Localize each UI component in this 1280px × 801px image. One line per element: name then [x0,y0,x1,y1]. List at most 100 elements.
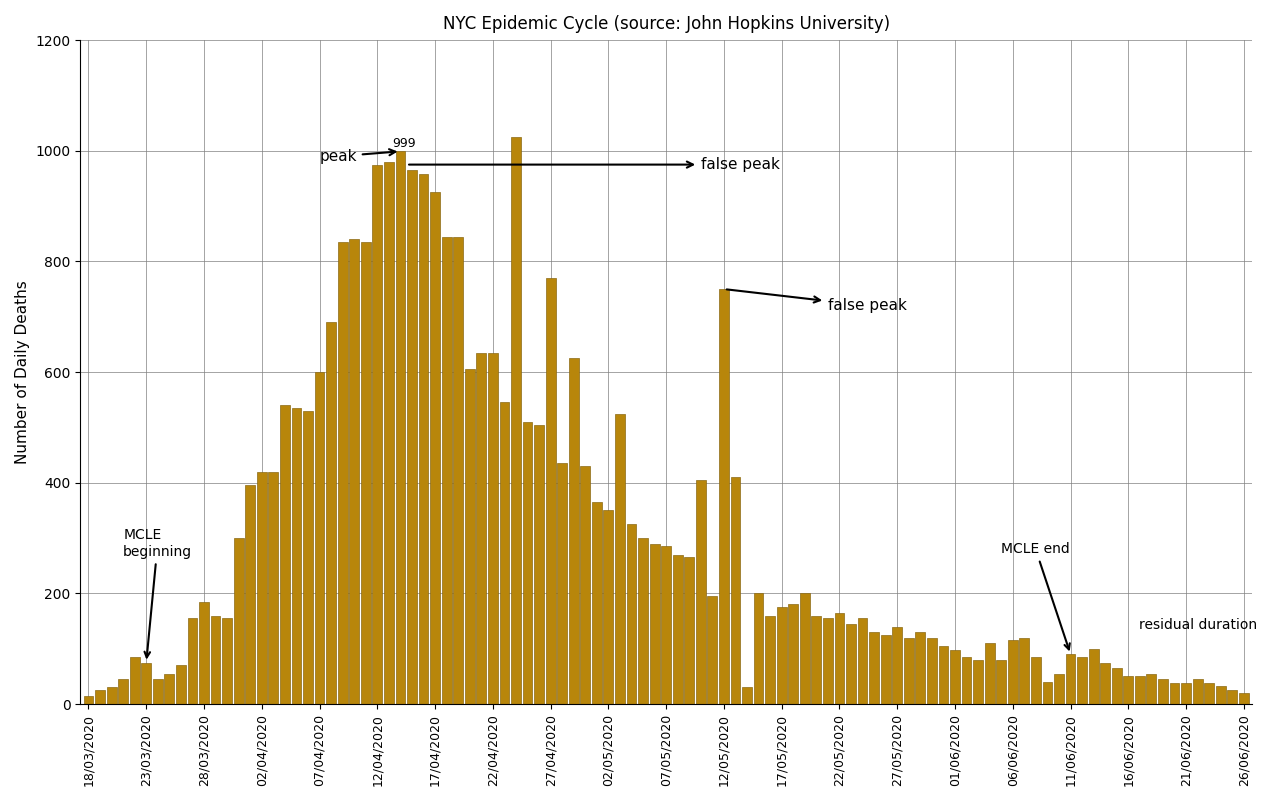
Bar [973,660,983,704]
Bar [812,615,822,704]
Bar [95,690,105,704]
Text: false peak: false peak [727,289,906,313]
Bar [673,554,682,704]
Bar [1124,676,1133,704]
Bar [223,618,232,704]
Bar [83,696,93,704]
Bar [152,679,163,704]
Bar [904,638,914,704]
Text: 999: 999 [392,137,416,150]
Bar [603,510,613,704]
Bar [499,402,509,704]
Title: NYC Epidemic Cycle (source: John Hopkins University): NYC Epidemic Cycle (source: John Hopkins… [443,15,890,33]
Text: MCLE
beginning: MCLE beginning [123,529,192,658]
Bar [1158,679,1167,704]
Bar [591,502,602,704]
Bar [315,372,324,704]
Bar [164,674,174,704]
Bar [915,632,925,704]
Bar [269,472,278,704]
Y-axis label: Number of Daily Deaths: Number of Daily Deaths [15,280,29,464]
Bar [1112,668,1121,704]
Bar [384,162,394,704]
Bar [1089,649,1098,704]
Bar [938,646,948,704]
Bar [708,596,717,704]
Bar [465,369,475,704]
Bar [246,485,255,704]
Bar [742,687,751,704]
Bar [568,358,579,704]
Bar [1135,676,1144,704]
Bar [557,463,567,704]
Bar [1170,683,1179,704]
Bar [892,626,902,704]
Bar [1239,693,1249,704]
Bar [1019,638,1029,704]
Bar [511,137,521,704]
Bar [1030,657,1041,704]
Bar [326,322,337,704]
Bar [823,618,833,704]
Bar [662,546,671,704]
Bar [488,352,498,704]
Bar [349,239,360,704]
Bar [754,594,763,704]
Bar [188,618,197,704]
Bar [835,613,845,704]
Bar [996,660,1006,704]
Bar [869,632,879,704]
Bar [800,594,810,704]
Bar [1007,641,1018,704]
Bar [476,352,486,704]
Bar [257,472,266,704]
Bar [338,242,348,704]
Bar [372,164,383,704]
Bar [419,174,429,704]
Bar [858,618,868,704]
Bar [211,615,220,704]
Bar [1193,679,1202,704]
Bar [984,643,995,704]
Bar [846,624,856,704]
Bar [1216,686,1226,704]
Bar [361,242,371,704]
Bar [303,411,312,704]
Bar [234,538,243,704]
Bar [1078,657,1087,704]
Bar [788,605,799,704]
Bar [927,638,937,704]
Bar [522,422,532,704]
Bar [580,466,590,704]
Text: MCLE end: MCLE end [1001,542,1070,650]
Text: peak: peak [320,149,396,163]
Bar [1042,682,1052,704]
Bar [1228,690,1238,704]
Bar [106,687,116,704]
Bar [639,538,648,704]
Bar [765,615,776,704]
Bar [407,170,417,704]
Bar [777,607,787,704]
Bar [961,657,972,704]
Bar [442,236,452,704]
Bar [280,405,289,704]
Bar [1181,683,1190,704]
Bar [731,477,740,704]
Bar [719,289,728,704]
Bar [141,662,151,704]
Bar [129,657,140,704]
Bar [1101,662,1110,704]
Bar [696,480,705,704]
Text: false peak: false peak [410,157,780,172]
Bar [177,666,186,704]
Bar [1147,674,1156,704]
Bar [1053,674,1064,704]
Bar [1066,654,1075,704]
Bar [200,602,209,704]
Bar [534,425,544,704]
Bar [118,679,128,704]
Bar [545,278,556,704]
Bar [950,650,960,704]
Bar [430,192,440,704]
